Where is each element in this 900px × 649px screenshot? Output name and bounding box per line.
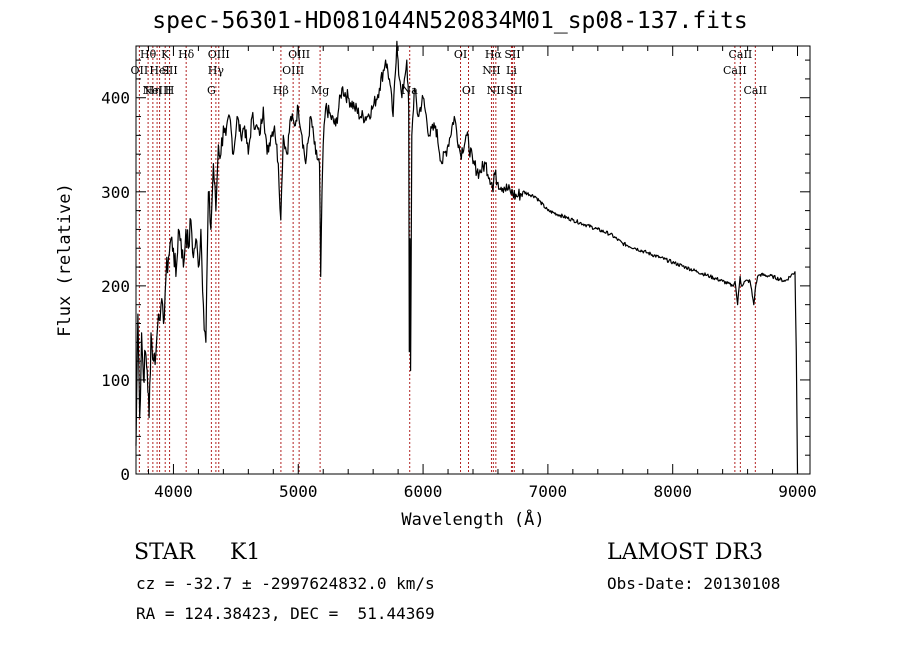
y-axis-label: Flux (relative) <box>55 183 75 337</box>
y-tick-label: 300 <box>101 183 130 202</box>
x-axis-label: Wavelength (Å) <box>401 510 545 530</box>
spectral-line-label: Hα <box>485 48 503 61</box>
spectral-line-label: Hη <box>145 84 161 97</box>
x-tick-label: 4000 <box>154 482 193 501</box>
spectral-line-label: NII <box>487 84 505 97</box>
spectral-line-label: OI <box>462 84 475 97</box>
spectral-line-label: Li <box>506 64 517 77</box>
spectral-line-label: K <box>161 48 170 61</box>
spectral-line-label: Mg <box>311 84 329 97</box>
spectral-line-label: H <box>165 84 175 97</box>
x-tick-label: 8000 <box>653 482 692 501</box>
spectral-line-label: G <box>207 84 216 97</box>
spectral-line-label: NII <box>482 64 500 77</box>
y-tick-label: 0 <box>120 465 130 484</box>
spectral-line-label: SII <box>161 64 177 77</box>
spectral-line-label: OII <box>131 64 149 77</box>
x-tick-label: 6000 <box>404 482 443 501</box>
subclass-value: K1 <box>230 540 261 565</box>
x-tick-label: 7000 <box>529 482 568 501</box>
x-tick-label: 9000 <box>778 482 817 501</box>
y-tick-label: 200 <box>101 277 130 296</box>
spectral-line-label: Hβ <box>273 84 289 97</box>
spectral-line-label: HeI <box>149 64 169 77</box>
spectral-line-markers <box>138 46 756 474</box>
spectral-line-label: Hγ <box>208 64 225 77</box>
spectral-line-label: OI <box>454 48 467 61</box>
spectrum-series-line <box>135 40 799 475</box>
coordinates-info: RA = 124.38423, DEC = 51.44369 <box>136 604 435 623</box>
spectral-line-label: OIII <box>288 48 310 61</box>
class-value: STAR <box>134 540 195 565</box>
x-tick-label: 5000 <box>279 482 318 501</box>
y-tick-label: 400 <box>101 89 130 108</box>
spectral-line-labels: OIIHθHηNeIIIHeIKHSIIHδGHγOIIIHβOIIIOIIIM… <box>131 48 768 97</box>
y-axis-ticks: 0 100 200 300 400 <box>101 59 810 484</box>
spectral-line-label: OIII <box>282 64 304 77</box>
object-class: STAR K1 <box>134 540 260 565</box>
chart-title: spec-56301-HD081044N520834M01_sp08-137.f… <box>152 8 748 34</box>
spectral-line-label: SII <box>506 84 522 97</box>
spectral-line-label: CaII <box>729 48 753 61</box>
spectral-line-label: Hδ <box>178 48 195 61</box>
redshift-info: cz = -32.7 ± -2997624832.0 km/s <box>136 574 435 593</box>
plot-frame <box>135 45 811 475</box>
spectral-line-label: NeIII <box>143 84 172 97</box>
spectral-line-label: OIII <box>208 48 230 61</box>
spectral-line-label: CaII <box>743 84 767 97</box>
y-tick-label: 100 <box>101 371 130 390</box>
spectral-line-label: Hθ <box>140 48 157 61</box>
observation-date: Obs-Date: 20130108 <box>607 574 781 593</box>
spectral-line-label: CaII <box>723 64 747 77</box>
x-axis-ticks: 4000 5000 6000 7000 8000 9000 <box>147 46 817 501</box>
survey-name: LAMOST DR3 <box>607 540 763 565</box>
spectral-line-label: SII <box>504 48 520 61</box>
